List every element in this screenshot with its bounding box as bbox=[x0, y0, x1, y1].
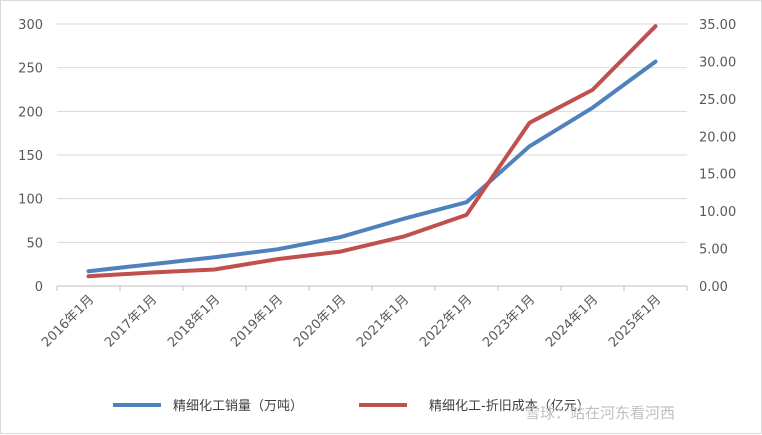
x-tick-label: 2016年1月 bbox=[39, 292, 97, 350]
x-tick-label: 2021年1月 bbox=[354, 292, 412, 350]
legend-label-sales: 精细化工销量（万吨） bbox=[173, 399, 303, 414]
right-y-tick-label: 35.00 bbox=[699, 18, 736, 33]
left-y-tick-label: 250 bbox=[18, 62, 43, 77]
gridlines bbox=[57, 23, 687, 243]
x-tick-label: 2022年1月 bbox=[417, 292, 475, 350]
left-y-tick-label: 50 bbox=[26, 236, 43, 251]
right-y-tick-label: 15.00 bbox=[699, 168, 736, 183]
left-y-axis-tick-labels: 0 50 100 150 200 250 300 bbox=[18, 18, 43, 295]
x-tick-label: 2024年1月 bbox=[543, 292, 601, 350]
x-tick-label: 2023年1月 bbox=[480, 292, 538, 350]
right-y-tick-label: 25.00 bbox=[699, 93, 736, 108]
right-y-tick-label: 30.00 bbox=[699, 55, 736, 70]
series-line-depreciation bbox=[86, 24, 658, 279]
left-y-tick-label: 100 bbox=[18, 193, 43, 208]
left-y-tick-label: 0 bbox=[35, 280, 43, 295]
x-tick-label: 2020年1月 bbox=[291, 292, 349, 350]
axes bbox=[56, 285, 688, 291]
right-y-tick-label: 0.00 bbox=[699, 280, 728, 295]
watermark-text: 雪球：站在河东看河西 bbox=[525, 404, 675, 422]
x-axis-tick-labels: 2016年1月 2017年1月 2018年1月 2019年1月 2020年1月 2021年… bbox=[39, 292, 664, 350]
right-y-tick-label: 5.00 bbox=[699, 243, 728, 258]
x-tick-label: 2017年1月 bbox=[102, 292, 160, 350]
x-tick-label: 2019年1月 bbox=[228, 292, 286, 350]
right-y-axis-tick-labels: 0.00 5.00 10.00 15.00 20.00 25.00 30.00 35.00 bbox=[699, 18, 736, 295]
right-y-tick-label: 10.00 bbox=[699, 205, 736, 220]
x-tick-label: 2018年1月 bbox=[165, 292, 223, 350]
left-y-tick-label: 200 bbox=[18, 105, 43, 120]
legend: 精细化工销量（万吨） 精细化工-折旧成本（亿元） bbox=[113, 399, 590, 414]
left-y-tick-label: 150 bbox=[18, 149, 43, 164]
right-y-tick-label: 20.00 bbox=[699, 130, 736, 145]
series-line-sales bbox=[86, 59, 658, 274]
x-tick-label: 2025年1月 bbox=[606, 292, 664, 350]
legend-label-depreciation: 精细化工-折旧成本（亿元） bbox=[429, 399, 590, 414]
left-y-tick-label: 300 bbox=[18, 18, 43, 33]
series-lines bbox=[86, 24, 658, 279]
